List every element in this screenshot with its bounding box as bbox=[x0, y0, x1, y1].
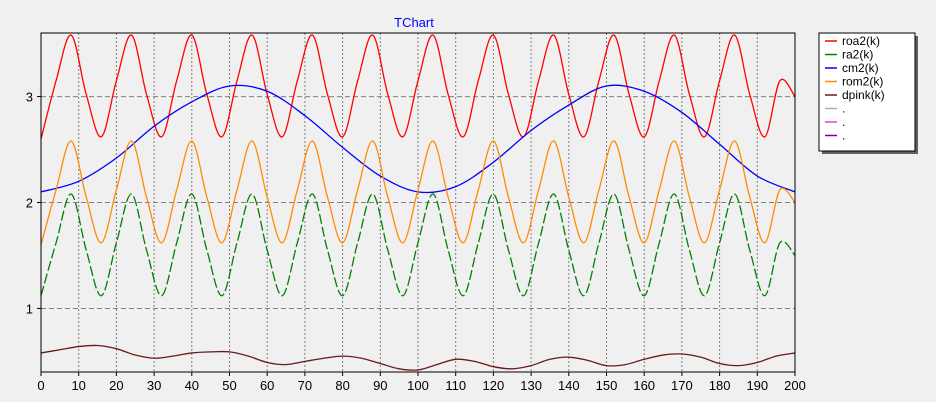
x-tick-label: 160 bbox=[633, 378, 655, 393]
x-tick-label: 110 bbox=[445, 378, 466, 393]
legend-box bbox=[818, 32, 916, 152]
legend-entry-label: . bbox=[842, 129, 845, 143]
legend-entry-label: dpink(k) bbox=[842, 88, 885, 102]
x-tick-label: 0 bbox=[37, 378, 44, 393]
legend-entry-label: rom2(k) bbox=[842, 75, 883, 89]
series-line-rom2-k bbox=[40, 140, 796, 246]
y-tick-label: 2 bbox=[26, 196, 33, 211]
x-tick-label: 180 bbox=[709, 378, 731, 393]
x-tick-label: 170 bbox=[671, 378, 693, 393]
legend: roa2(k)ra2(k)cm2(k)rom2(k)dpink(k)... bbox=[818, 32, 918, 154]
legend-entry-label: . bbox=[842, 115, 845, 129]
x-tick-label: 200 bbox=[784, 378, 806, 393]
x-tick-label: 190 bbox=[746, 378, 768, 393]
x-tick-label: 40 bbox=[185, 378, 199, 393]
x-tick-label: 20 bbox=[109, 378, 123, 393]
legend-entry-label: cm2(k) bbox=[842, 61, 879, 75]
x-tick-label: 150 bbox=[596, 378, 618, 393]
x-tick-label: 80 bbox=[335, 378, 349, 393]
y-tick-label: 3 bbox=[26, 90, 33, 105]
x-tick-label: 100 bbox=[407, 378, 429, 393]
x-tick-label: 90 bbox=[373, 378, 387, 393]
x-tick-label: 10 bbox=[71, 378, 85, 393]
plot-frame bbox=[40, 32, 796, 373]
chart-title: TChart bbox=[394, 15, 434, 30]
plot-area: 0 10 20 30 40 50 60 70 80 90 100 110 120 130 140 150 160… bbox=[26, 32, 806, 393]
legend-entry-label: . bbox=[842, 102, 845, 116]
x-tick-label: 140 bbox=[558, 378, 580, 393]
x-tick-label: 120 bbox=[483, 378, 505, 393]
series-line-roa2-k bbox=[40, 34, 796, 140]
x-tick-label: 30 bbox=[147, 378, 161, 393]
series-line-dpink-k bbox=[40, 344, 796, 371]
legend-entry-label: ra2(k) bbox=[842, 48, 873, 62]
y-tick-label: 1 bbox=[26, 301, 33, 316]
legend-entry-label: roa2(k) bbox=[842, 34, 880, 48]
series-line-ra2-k bbox=[40, 193, 796, 297]
x-tick-label: 50 bbox=[222, 378, 236, 393]
x-tick-label: 60 bbox=[260, 378, 274, 393]
x-tick-label: 130 bbox=[520, 378, 542, 393]
x-tick-label: 70 bbox=[298, 378, 312, 393]
